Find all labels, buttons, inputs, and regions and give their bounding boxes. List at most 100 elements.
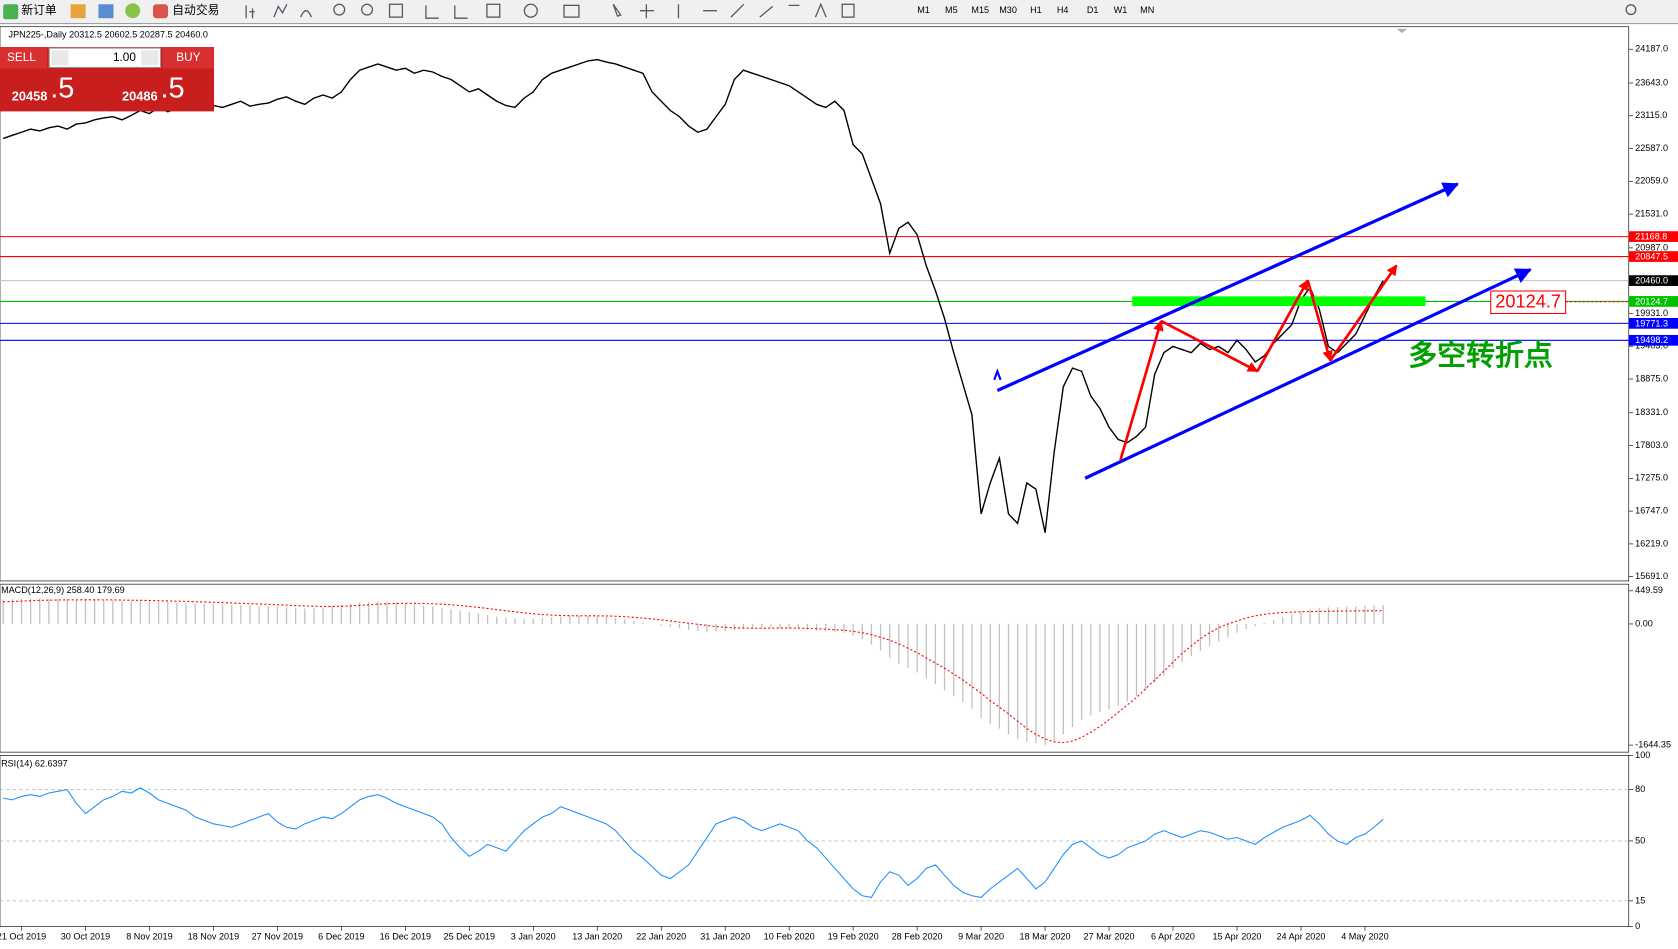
pivot-note: 多空转折点 xyxy=(1408,339,1553,372)
rsi-line xyxy=(3,787,1384,899)
y-tick-label: 19931.0 xyxy=(1635,308,1668,318)
x-tick-label: 15 Apr 2020 xyxy=(1213,932,1262,942)
toolbar-button[interactable] xyxy=(98,4,114,19)
y-tick-label: 17803.0 xyxy=(1635,440,1668,450)
x-tick-label: 21 Oct 2019 xyxy=(0,932,46,942)
x-tick-label: 24 Apr 2020 xyxy=(1276,932,1325,942)
y-tick-label: -1644.35 xyxy=(1635,739,1671,749)
price-label: 20124.7 xyxy=(1495,292,1561,312)
price-level-box xyxy=(1628,318,1678,329)
x-tick-label: 6 Dec 2019 xyxy=(318,932,364,942)
y-tick-label: 16747.0 xyxy=(1635,506,1668,516)
price-level-box xyxy=(1628,296,1678,307)
new-order-icon[interactable] xyxy=(3,4,19,20)
y-tick-label: 22059.0 xyxy=(1635,176,1668,186)
ask-box[interactable] xyxy=(107,70,215,112)
auto-trading-icon[interactable] xyxy=(153,4,169,19)
y-tick-label: 15 xyxy=(1635,895,1645,905)
x-tick-label: 10 Feb 2020 xyxy=(764,932,815,942)
rsi-title: RSI(14) 62.6397 xyxy=(1,758,68,768)
y-tick-label: 17275.0 xyxy=(1635,473,1668,483)
x-tick-label: 19 Feb 2020 xyxy=(828,932,879,942)
y-tick-label: 22587.0 xyxy=(1635,143,1668,153)
x-tick-label: 18 Nov 2019 xyxy=(188,932,239,942)
sell-label[interactable]: SELL xyxy=(7,51,36,64)
price-level-label: 19771.3 xyxy=(1635,318,1668,328)
new-order-button[interactable]: 新订单 xyxy=(21,3,57,17)
trade-panel: SELL 1.00 BUY 20458 .5 20486 .5 xyxy=(0,47,215,112)
bid-box[interactable] xyxy=(0,70,105,112)
x-tick-label: 25 Dec 2019 xyxy=(444,932,495,942)
y-tick-label: 18331.0 xyxy=(1635,407,1668,417)
y-tick-label: 15691.0 xyxy=(1635,571,1668,581)
wave-arrows xyxy=(1119,264,1398,461)
timeframe-button[interactable]: M1 xyxy=(917,5,930,15)
x-tick-label: 22 Jan 2020 xyxy=(636,932,686,942)
buy-button[interactable] xyxy=(162,47,215,69)
chart-title: JPN225-,Daily 20312.5 20602.5 20287.5 20… xyxy=(9,30,208,40)
channel-upper xyxy=(996,182,1460,392)
timeframe-button[interactable]: M5 xyxy=(945,5,958,15)
timeframe-button[interactable]: W1 xyxy=(1114,5,1128,15)
support-zone xyxy=(1132,296,1426,306)
y-tick-label: 449.59 xyxy=(1635,585,1663,595)
volume-down[interactable] xyxy=(51,50,69,66)
y-tick-label: 0.00 xyxy=(1635,618,1653,628)
y-tick-label: 18875.0 xyxy=(1635,373,1668,383)
timeframe-button[interactable]: M30 xyxy=(999,5,1017,15)
toolbar-button[interactable] xyxy=(70,4,86,19)
x-tick-label: 13 Jan 2020 xyxy=(572,932,622,942)
y-tick-label: 100 xyxy=(1635,750,1650,760)
x-tick-label: 27 Mar 2020 xyxy=(1084,932,1135,942)
x-tick-label: 9 Mar 2020 xyxy=(958,932,1004,942)
macd-title: MACD(12,26,9) 258.40 179.69 xyxy=(1,585,125,595)
sell-button[interactable] xyxy=(0,47,48,69)
y-tick-label: 24187.0 xyxy=(1635,44,1668,54)
y-tick-label: 20987.0 xyxy=(1635,242,1668,252)
price-level-box xyxy=(1628,231,1678,242)
price-line xyxy=(2,58,1384,533)
timeframe-bar: M1 M5 M15 M30 H1 H4 D1 W1 MN xyxy=(917,5,1154,15)
timeframe-button[interactable]: H4 xyxy=(1057,5,1069,15)
x-tick-label: 18 Mar 2020 xyxy=(1020,932,1071,942)
x-tick-label: 3 Jan 2020 xyxy=(511,932,556,942)
buy-label[interactable]: BUY xyxy=(176,51,200,64)
volume-input[interactable] xyxy=(48,47,162,68)
timeframe-button[interactable]: MN xyxy=(1140,5,1154,15)
x-tick-label: 4 May 2020 xyxy=(1341,932,1388,942)
macd-signal xyxy=(3,599,1384,744)
y-tick-label: 23115.0 xyxy=(1635,110,1667,120)
ask-digit[interactable]: .5 xyxy=(161,72,185,104)
bid-price[interactable]: 20458 xyxy=(12,89,48,104)
price-level-box xyxy=(1628,275,1678,286)
x-tick-label: 28 Feb 2020 xyxy=(892,932,943,942)
x-tick-label: 8 Nov 2019 xyxy=(126,932,172,942)
chart-shift-marker xyxy=(1396,28,1408,34)
volume-up[interactable] xyxy=(141,50,159,66)
toolbar-button[interactable] xyxy=(125,3,141,19)
auto-trading-button[interactable]: 自动交易 xyxy=(172,3,219,17)
y-tick-label: 0 xyxy=(1635,921,1640,931)
x-tick-label: 6 Apr 2020 xyxy=(1151,932,1195,942)
y-tick-label: 23643.0 xyxy=(1635,77,1668,87)
price-level-label: 20124.7 xyxy=(1635,296,1668,306)
toolbar xyxy=(0,0,1678,24)
y-tick-label: 16219.0 xyxy=(1635,538,1668,548)
toolbar-tools[interactable] xyxy=(245,2,1637,19)
y-tick-label: 21531.0 xyxy=(1635,209,1668,219)
ask-price[interactable]: 20486 xyxy=(122,89,158,104)
timeframe-button[interactable]: M15 xyxy=(971,5,989,15)
volume-value[interactable]: 1.00 xyxy=(113,51,136,64)
price-level-box xyxy=(1628,334,1678,346)
timeframe-button[interactable]: H1 xyxy=(1030,5,1042,15)
price-level-label: 21168.8 xyxy=(1635,232,1667,242)
arrow-mark xyxy=(993,368,1002,381)
channel-lower xyxy=(1084,268,1532,480)
y-tick-label: 50 xyxy=(1635,835,1645,845)
price-level-box xyxy=(1628,251,1678,262)
price-level-label: 19498.2 xyxy=(1635,335,1668,345)
timeframe-button[interactable]: D1 xyxy=(1087,5,1099,15)
bid-digit[interactable]: .5 xyxy=(50,72,74,104)
y-tick-label: 80 xyxy=(1635,784,1645,794)
